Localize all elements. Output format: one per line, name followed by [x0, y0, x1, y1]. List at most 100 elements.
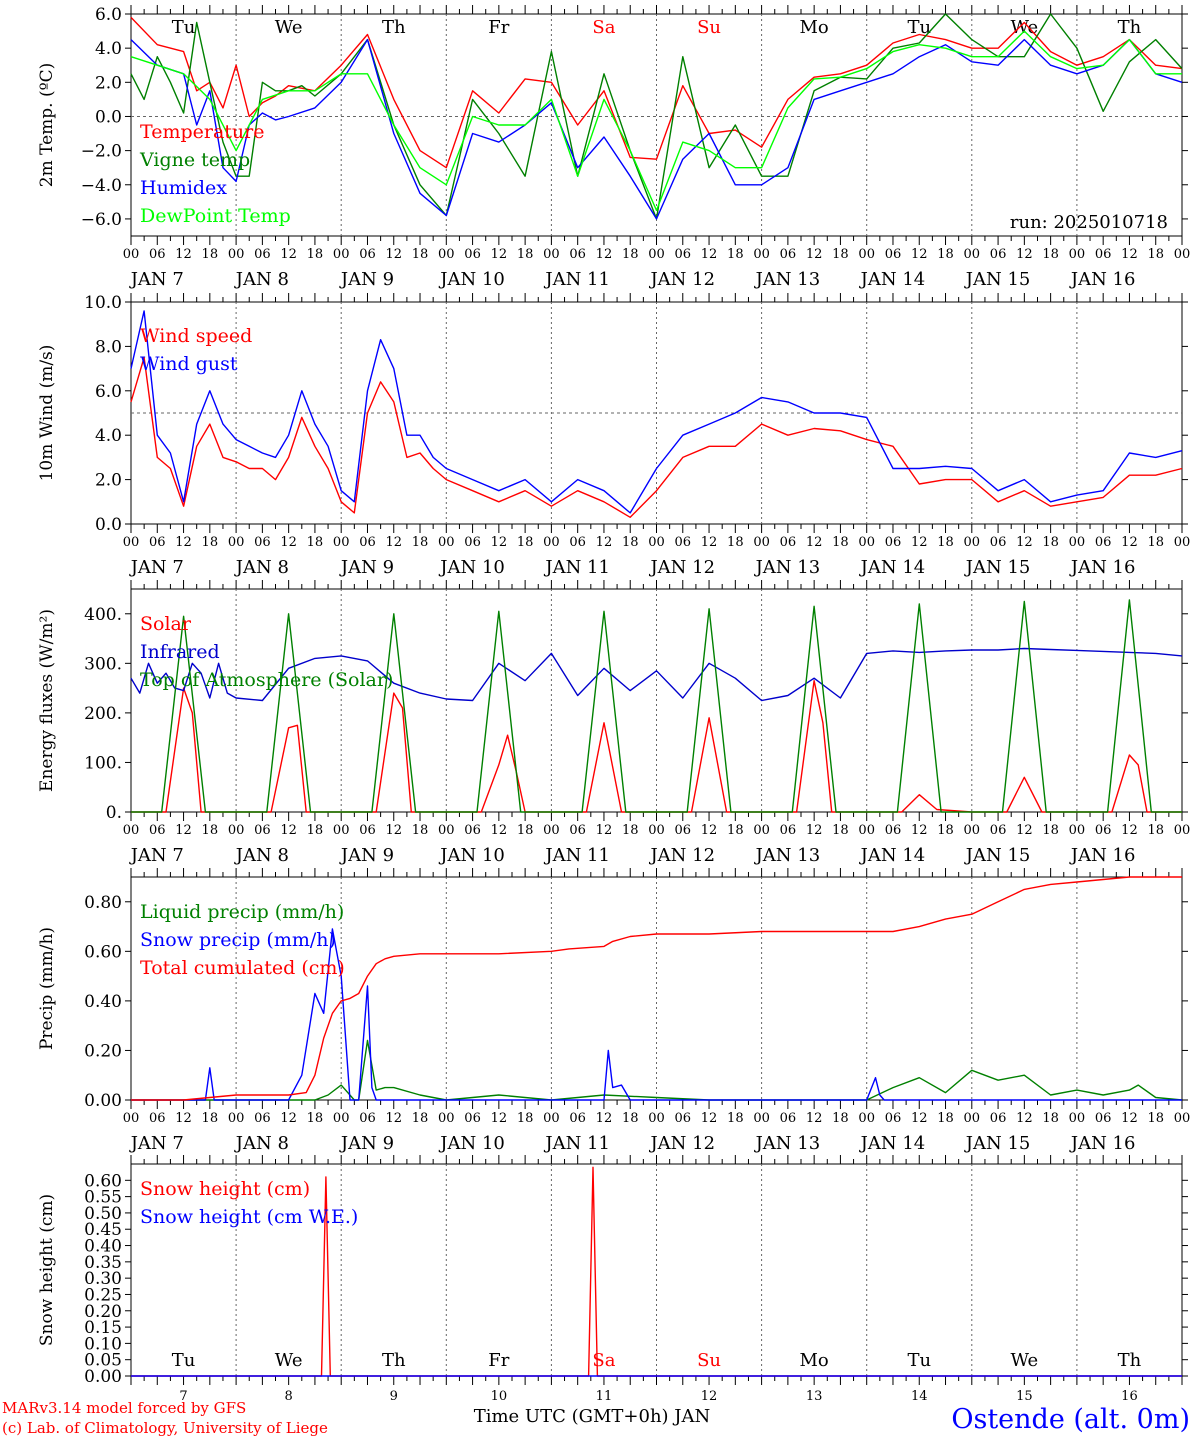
x-hour-label: 00	[858, 1111, 875, 1126]
x-hour-label: 00	[228, 535, 245, 550]
x-hour-label: 18	[832, 1111, 849, 1126]
series-line	[131, 876, 1182, 1101]
day-of-week-label: Mo	[800, 1350, 829, 1371]
station-label: Ostende (alt. 0m)	[951, 1404, 1190, 1435]
x-date-label: JAN 7	[129, 1133, 184, 1154]
series-line	[130, 13, 1183, 220]
x-hour-label: 12	[175, 823, 192, 838]
x-hour-label: 00	[123, 247, 140, 262]
series-line	[131, 599, 1182, 813]
y-tick-label: 0.00	[84, 1367, 122, 1387]
x-date-label: JAN 13	[754, 1133, 821, 1154]
x-date-label: JAN 12	[648, 269, 715, 290]
x-hour-label: 00	[1069, 535, 1086, 550]
chart-panel-2: 0.0 2.0 4.0 6.0 8.0 10.0 10m Wind (m/s) 00 06 12 1…	[37, 293, 1190, 578]
x-hour-label: 12	[596, 535, 613, 550]
x-hour-label: 18	[1042, 1111, 1059, 1126]
x-hour-label: 00	[543, 247, 560, 262]
x-hour-label: 06	[780, 247, 797, 262]
x-hour-label: 18	[202, 535, 219, 550]
x-hour-label: 12	[1016, 535, 1033, 550]
chart-panel-5: 0.000.050.100.150.200.250.300.350.400.45…	[37, 1155, 1188, 1404]
x-hour-label: 00	[333, 247, 350, 262]
y-tick-label: 0.20	[84, 1302, 122, 1322]
x-hour-label: 12	[385, 535, 402, 550]
x-hour-label: 06	[149, 247, 166, 262]
x-hour-label: 00	[648, 535, 665, 550]
x-date-label: JAN 11	[543, 1133, 610, 1154]
day-of-week-label: Su	[697, 17, 721, 38]
day-of-week-label: We	[1011, 1350, 1039, 1371]
x-day-number: 10	[491, 1389, 508, 1404]
x-hour-label: 18	[832, 535, 849, 550]
x-hour-label: 18	[1042, 535, 1059, 550]
x-date-label: JAN 8	[234, 557, 289, 578]
x-hour-label: 06	[254, 1111, 271, 1126]
x-hour-label: 12	[175, 247, 192, 262]
x-day-number: 15	[1016, 1389, 1033, 1404]
x-hour-label: 06	[569, 535, 586, 550]
x-hour-label: 18	[517, 535, 534, 550]
x-hour-label: 00	[1174, 535, 1191, 550]
x-hour-label: 12	[806, 1111, 823, 1126]
x-hour-label: 06	[990, 1111, 1007, 1126]
x-hour-label: 00	[333, 1111, 350, 1126]
x-hour-label: 12	[911, 535, 928, 550]
day-of-week-label: Fr	[488, 1350, 509, 1371]
x-hour-label: 18	[412, 535, 429, 550]
x-hour-label: 12	[280, 1111, 297, 1126]
x-hour-label: 12	[1121, 247, 1138, 262]
x-hour-label: 18	[1147, 1111, 1164, 1126]
x-date-label: JAN 16	[1069, 845, 1136, 866]
x-hour-label: 06	[1095, 535, 1112, 550]
y-tick-label: 0.60	[84, 1171, 122, 1191]
chart-panel-4: 0.00 0.20 0.40 0.60 0.80 Precip (mm/h) 00 06 12 1…	[37, 868, 1190, 1154]
x-hour-label: 00	[333, 823, 350, 838]
x-hour-label: 06	[885, 247, 902, 262]
x-hour-label: 00	[858, 823, 875, 838]
x-hour-label: 12	[1016, 823, 1033, 838]
legend-entry: Vigne temp	[139, 149, 250, 171]
x-hour-label: 00	[964, 1111, 981, 1126]
x-hour-label: 12	[491, 823, 508, 838]
y-tick-label: 0.30	[84, 1269, 122, 1289]
x-date-label: JAN 8	[234, 1133, 289, 1154]
day-of-week-label: Mo	[800, 17, 829, 38]
x-hour-label: 12	[1121, 535, 1138, 550]
x-hour-label: 06	[149, 1111, 166, 1126]
series-line	[131, 1039, 1183, 1101]
x-hour-label: 00	[1069, 1111, 1086, 1126]
x-hour-label: 18	[412, 823, 429, 838]
y-tick-label: 4.0	[95, 426, 122, 446]
y-tick-label: 2.0	[95, 471, 122, 491]
y-tick-label: 4.0	[95, 39, 122, 59]
x-hour-label: 00	[753, 823, 770, 838]
x-hour-label: 12	[596, 247, 613, 262]
x-hour-label: 18	[1042, 823, 1059, 838]
x-hour-label: 00	[1174, 823, 1191, 838]
legend-entry: Wind gust	[140, 353, 238, 375]
x-hour-label: 00	[228, 247, 245, 262]
x-hour-label: 00	[438, 1111, 455, 1126]
y-tick-label: 100.	[84, 753, 122, 773]
x-date-label: JAN 14	[859, 557, 926, 578]
x-hour-label: 12	[1016, 247, 1033, 262]
x-hour-label: 00	[964, 823, 981, 838]
x-hour-label: 00	[858, 247, 875, 262]
x-date-label: JAN 14	[859, 1133, 926, 1154]
series-line	[130, 647, 1183, 702]
x-hour-label: 00	[543, 535, 560, 550]
x-hour-label: 00	[1069, 823, 1086, 838]
legend-entry: Snow height (cm)	[140, 1178, 310, 1200]
x-hour-label: 00	[964, 247, 981, 262]
x-hour-label: 12	[280, 823, 297, 838]
x-hour-label: 18	[517, 1111, 534, 1126]
series-line	[130, 310, 1183, 514]
y-tick-label: 0.40	[84, 992, 122, 1012]
x-hour-label: 06	[780, 823, 797, 838]
x-hour-label: 06	[675, 535, 692, 550]
x-hour-label: 00	[543, 823, 560, 838]
x-hour-label: 12	[911, 1111, 928, 1126]
x-hour-label: 18	[1147, 247, 1164, 262]
x-date-label: JAN 12	[648, 557, 715, 578]
